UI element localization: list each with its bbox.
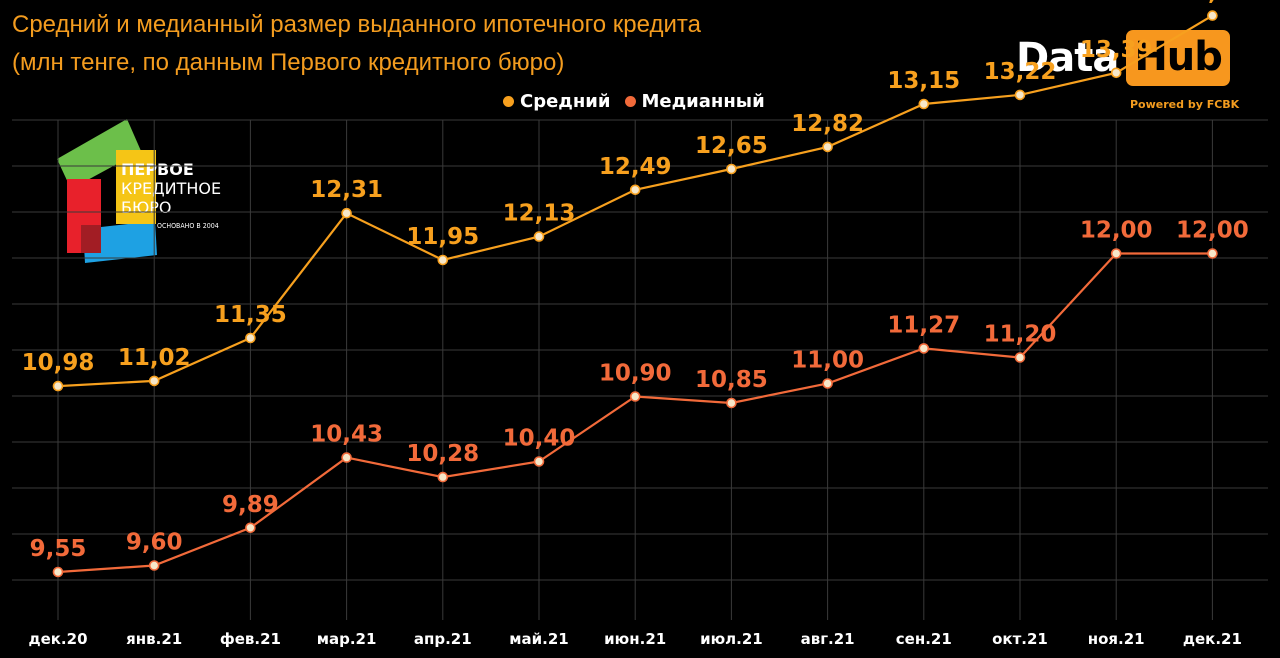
data-point-average <box>629 184 641 196</box>
data-label-average: 12,65 <box>695 133 768 159</box>
legend-item-average: Средний <box>503 91 611 112</box>
legend-item-median: Медианный <box>624 90 765 112</box>
pkb-logo-line2: КРЕДИТНОЕ <box>121 179 222 198</box>
chart-data-labels: 10,98 11,02 11,35 12,31 11,95 12,13 12,49 12,65… <box>22 0 1249 562</box>
data-label-average: 10,98 <box>22 350 95 376</box>
data-label-median: 10,40 <box>503 426 576 452</box>
data-label-average: 12,31 <box>310 177 383 203</box>
pkb-logo-text: ПЕРВОЕ КРЕДИТНОЕ БЮРО <box>121 160 221 217</box>
data-label-median: 11,00 <box>791 348 864 374</box>
data-label-median: 10,90 <box>599 361 672 387</box>
data-point-average <box>437 254 449 266</box>
data-label-average: 12,82 <box>791 111 864 137</box>
data-point-median <box>437 471 449 483</box>
data-label-average: 13,15 <box>887 68 960 94</box>
chart-title: Средний и медианный размер выданного ипо… <box>12 6 912 82</box>
data-label-average: 12,13 <box>503 201 576 227</box>
legend-marker-average <box>503 95 514 107</box>
x-tick-label: мар.21 <box>317 630 377 648</box>
x-tick-label: янв.21 <box>126 630 182 648</box>
data-label-average: 13,22 <box>984 59 1057 85</box>
data-point-average <box>726 163 737 175</box>
legend-label-average: Средний <box>520 90 611 112</box>
legend-marker-median <box>624 95 636 107</box>
data-label-average: 11,35 <box>214 302 287 328</box>
x-tick-label: июн.21 <box>604 630 666 648</box>
data-label-median: 10,43 <box>310 422 383 448</box>
data-point-average <box>918 98 930 110</box>
data-point-average <box>1014 89 1026 101</box>
x-tick-label: авг.21 <box>801 630 855 648</box>
data-label-median: 12,00 <box>1176 218 1249 244</box>
data-point-average <box>1110 67 1122 79</box>
chart-legend: Средний Медианный <box>503 87 765 115</box>
data-label-average: 12,49 <box>599 154 672 180</box>
data-label-median: 10,85 <box>695 367 768 393</box>
x-tick-label: фев.21 <box>220 630 281 648</box>
data-point-median <box>245 522 256 534</box>
x-tick-label: апр.21 <box>414 630 472 648</box>
x-tick-label: окт.21 <box>992 630 1048 648</box>
chart-points <box>52 10 1218 578</box>
data-point-median <box>1207 248 1218 259</box>
x-tick-label: ноя.21 <box>1088 630 1145 648</box>
chart-title-line2: (млн тенге, по данным Первого кредитного… <box>12 49 565 76</box>
data-point-average <box>822 141 833 153</box>
data-point-median <box>1014 352 1026 363</box>
chart-grid <box>12 119 1268 620</box>
datahub-powered-by: Powered by FCBK <box>1130 98 1240 111</box>
data-point-average <box>341 207 352 219</box>
data-label-median: 12,00 <box>1080 218 1153 244</box>
data-point-median <box>148 560 160 571</box>
datahub-logo: Data Hub Powered by FCBK <box>1016 24 1246 116</box>
x-tick-label: дек.21 <box>1183 630 1242 648</box>
data-label-average: 13,39 <box>1080 37 1153 63</box>
pkb-logo-blue-block <box>83 221 157 263</box>
data-label-average: 11,95 <box>406 224 479 250</box>
chart-title-line1: Средний и медианный размер выданного ипо… <box>12 11 701 38</box>
data-point-median <box>918 343 930 354</box>
data-label-median: 11,27 <box>887 312 960 338</box>
pkb-logo-green-block <box>57 119 141 189</box>
data-point-average <box>1207 10 1218 21</box>
data-point-median <box>533 456 545 467</box>
data-label-median: 10,28 <box>406 441 479 467</box>
data-point-average <box>245 332 256 344</box>
pkb-logo-darkred-block <box>81 225 101 253</box>
data-point-average <box>52 380 64 392</box>
data-point-median <box>629 391 641 402</box>
data-point-average <box>148 375 160 387</box>
x-tick-label: июл.21 <box>700 630 763 648</box>
data-point-median <box>822 378 833 389</box>
x-tick-label: сен.21 <box>896 630 952 648</box>
datahub-logo-hub: Hub <box>1126 30 1230 86</box>
data-point-median <box>1110 248 1122 259</box>
data-label-median: 9,55 <box>30 536 87 562</box>
datahub-logo-data: Data <box>1016 35 1119 81</box>
x-tick-label: май.21 <box>509 630 568 648</box>
pkb-logo-mark <box>57 119 157 263</box>
data-point-average <box>533 231 545 242</box>
x-tick-label: дек.20 <box>28 630 87 648</box>
data-point-median <box>341 452 352 463</box>
data-point-median <box>52 566 64 578</box>
data-label-median: 9,60 <box>126 530 183 556</box>
legend-label-median: Медианный <box>641 90 765 112</box>
data-point-median <box>726 397 737 409</box>
data-label-average: 11,02 <box>118 345 191 371</box>
x-axis: дек.20 янв.21 фев.21 мар.21 апр.21 май.21 июн.… <box>28 630 1241 648</box>
pkb-logo-line1: ПЕРВОЕ <box>121 160 194 179</box>
data-label-median: 11,20 <box>984 322 1057 348</box>
pkb-logo-since: ОСНОВАНО В 2004 <box>157 222 219 230</box>
data-label-median: 9,89 <box>222 492 279 518</box>
data-label-average: 13,83 <box>1176 0 1249 6</box>
